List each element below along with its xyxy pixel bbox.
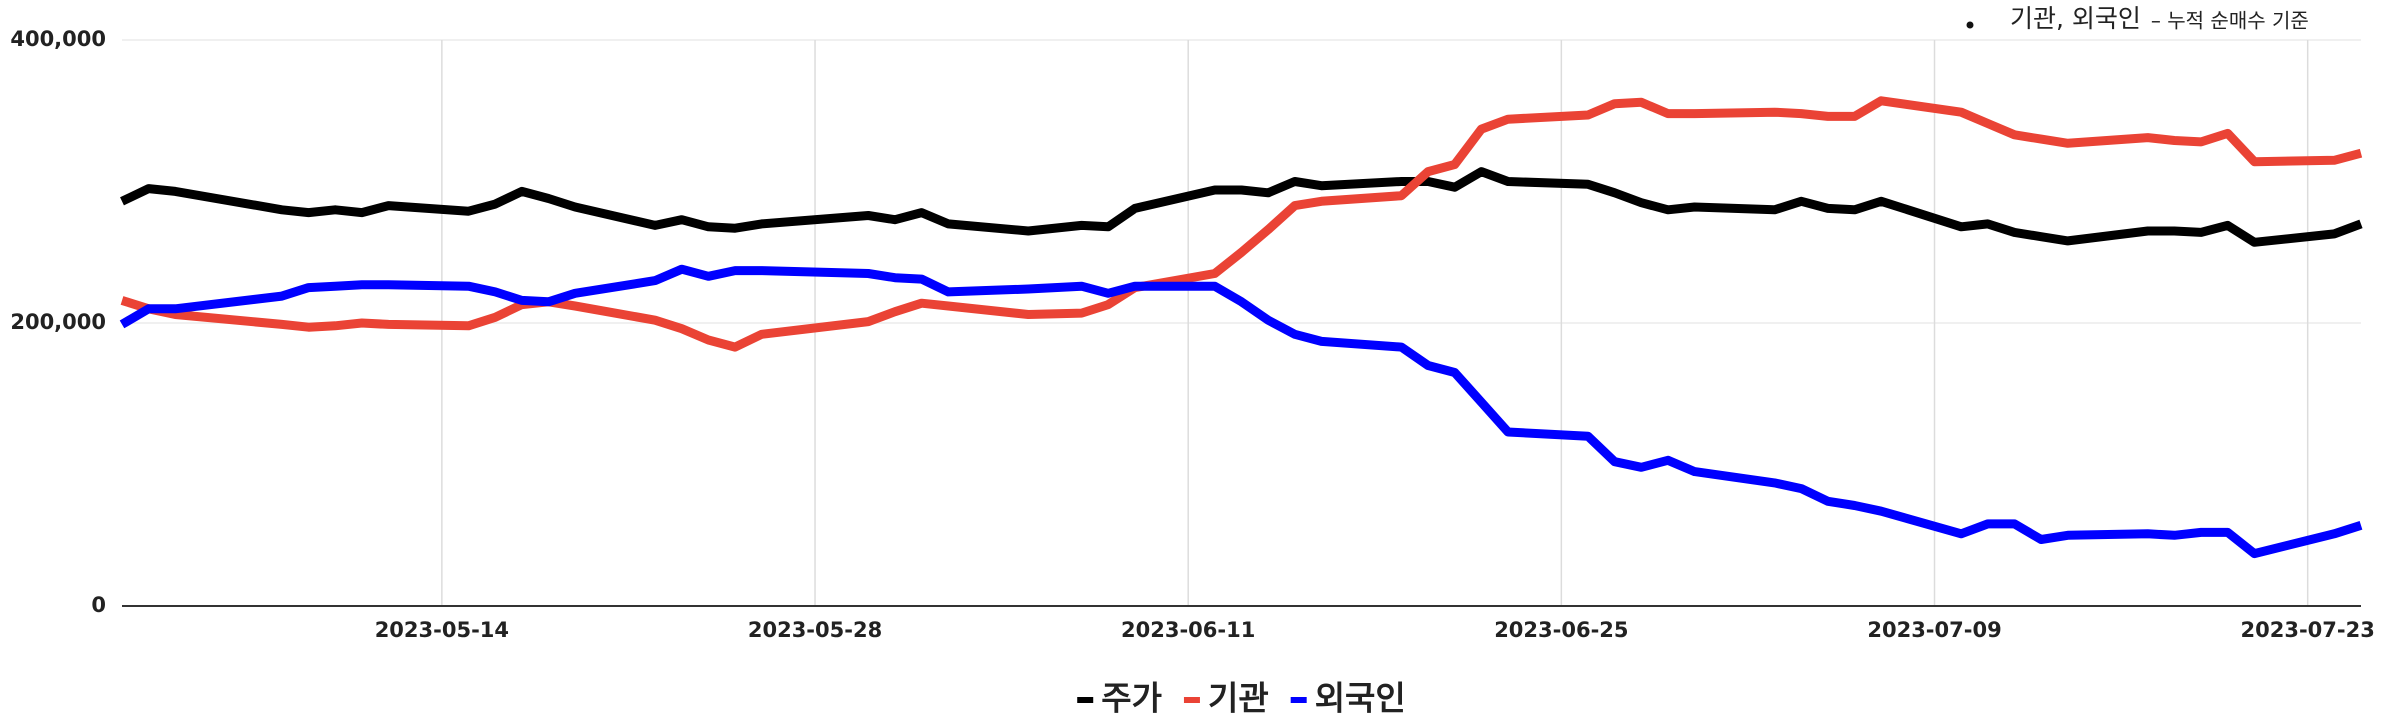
series-line — [119, 264, 2363, 559]
legend-label: 외국인 — [1315, 679, 1406, 718]
note-main: 기관, 외국인 — [2010, 4, 2141, 33]
x-tick-label: 2023-06-11 — [1121, 618, 1255, 642]
x-tick-label: 2023-05-28 — [748, 618, 882, 642]
y-tick-label: 400,000 — [10, 27, 106, 51]
legend: 주가 기관 외국인 — [1077, 679, 1406, 718]
series-line — [120, 167, 2363, 247]
series-line — [120, 96, 2363, 352]
x-tick-label: 2023-06-25 — [1494, 618, 1628, 642]
x-tick-label: 2023-07-09 — [1867, 618, 2001, 642]
x-tick-label: 2023-07-23 — [2241, 618, 2375, 642]
note-bullet — [1966, 21, 1974, 29]
legend-label: 주가 — [1101, 679, 1162, 718]
legend-label: 기관 — [1208, 679, 1269, 718]
x-tick-label: 2023-05-14 — [375, 618, 509, 642]
note-sub: – 누적 순매수 기준 — [2151, 9, 2309, 33]
y-tick-label: 0 — [91, 593, 106, 617]
y-tick-label: 200,000 — [10, 310, 106, 334]
